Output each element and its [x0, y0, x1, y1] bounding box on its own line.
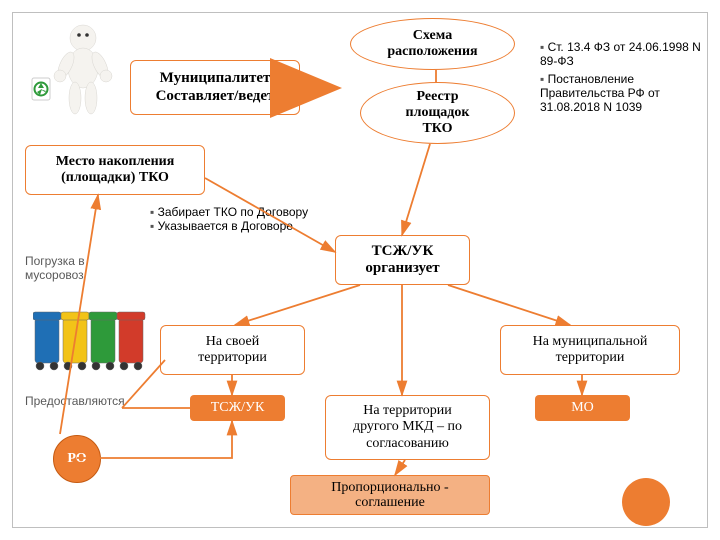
corner-circle: [622, 478, 670, 526]
chip-tszh: ТСЖ/УК: [190, 395, 285, 421]
node-registry: Реестр площадок ТКО: [360, 82, 515, 144]
node-ro: РО: [53, 435, 101, 483]
chip-mo: МО: [535, 395, 630, 421]
node-place: Место накопления (площадки) ТКО: [25, 145, 205, 195]
bullet-item: Забирает ТКО по Договору: [150, 205, 308, 219]
node-mun-terr: На муниципальной территории: [500, 325, 680, 375]
bullets-right: Ст. 13.4 ФЗ от 24.06.1998 N 89-ФЗ Постан…: [540, 40, 705, 114]
node-own-terr: На своей территории: [160, 325, 305, 375]
bullets-mid: Забирает ТКО по Договору Указывается в Д…: [150, 205, 308, 233]
label-load: Погрузка в мусоровоз: [25, 255, 85, 283]
chip-prop: Пропорционально - соглашение: [290, 475, 490, 515]
bullet-item: Постановление Правительства РФ от 31.08.…: [540, 72, 705, 114]
bins-icon: [33, 300, 148, 385]
border-left: [12, 12, 13, 528]
person-icon: [28, 20, 123, 120]
node-municipality: Муниципалитет Составляет/ведет: [130, 60, 300, 115]
node-tszh-org: ТСЖ/УК организует: [335, 235, 470, 285]
node-other-mkd: На территории другого МКД – по согласова…: [325, 395, 490, 460]
border-top: [12, 12, 708, 13]
label-provided: Предоставляются: [25, 395, 125, 409]
bullet-item: Указывается в Договоре: [150, 219, 308, 233]
border-bottom: [12, 527, 708, 528]
bullet-item: Ст. 13.4 ФЗ от 24.06.1998 N 89-ФЗ: [540, 40, 705, 68]
node-scheme: Схема расположения: [350, 18, 515, 70]
diagram-stage: Муниципалитет Составляет/ведет Схема рас…: [0, 0, 720, 540]
border-right: [707, 12, 708, 528]
